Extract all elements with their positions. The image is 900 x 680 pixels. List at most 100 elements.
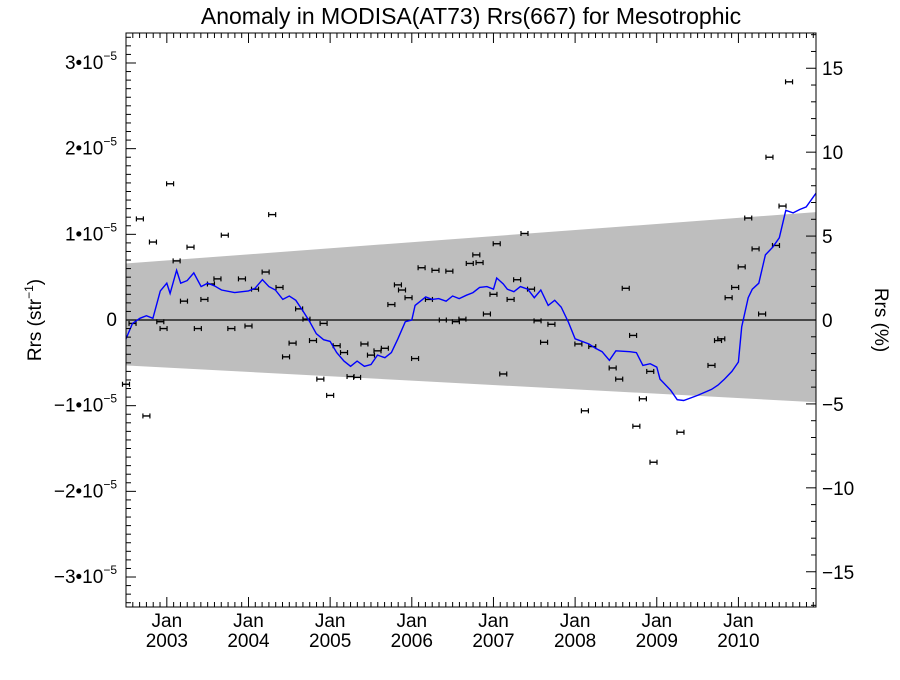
x-tick-label-year: 2009 (636, 631, 678, 652)
tick-mantissa: 0 (106, 310, 117, 331)
observation-point (615, 376, 624, 382)
observation-point (319, 320, 328, 326)
observation-point (288, 340, 297, 346)
observation-point (475, 260, 484, 266)
observation-point (580, 408, 590, 414)
observation-point (707, 362, 716, 368)
x-tick-label-month: Jan (723, 611, 754, 632)
y-axis-left-label: Rrs (str−1) (22, 279, 46, 361)
observation-point (472, 252, 481, 258)
observation-point (308, 338, 318, 344)
observation-point (628, 332, 638, 338)
observation-point (482, 311, 492, 317)
y-right-tick-label: 5 (822, 227, 833, 248)
y-right-tick-label: 10 (822, 143, 843, 164)
y-right-tick-label: 15 (822, 59, 843, 80)
y-left-tick-label: −2•10−5 (54, 477, 117, 502)
observation-point (649, 459, 658, 465)
y-left-tick-label: 1•10−5 (65, 220, 117, 245)
smoothed-anomaly-line (125, 192, 817, 402)
y-axis-right: 15 10 5 0 −5 −10 −15 (806, 34, 854, 606)
observation-point (410, 356, 420, 362)
observation-point (227, 326, 236, 332)
observation-point (751, 246, 760, 252)
observation-point (784, 79, 794, 85)
tick-mantissa: −1•10 (54, 396, 103, 417)
x-tick-label-year: 2006 (391, 631, 433, 652)
tick-exponent: −5 (103, 220, 117, 234)
x-tick-label-month: Jan (315, 611, 346, 632)
tick-mantissa: −3•10 (54, 567, 103, 588)
x-tick-label-year: 2010 (717, 631, 759, 652)
y-right-tick-label: −5 (822, 395, 844, 416)
observation-point (393, 282, 403, 288)
observation-point (244, 323, 253, 329)
observation-point (237, 276, 247, 282)
observation-point (744, 215, 753, 221)
observation-point (513, 277, 522, 283)
x-tick-label-year: 2007 (472, 631, 514, 652)
chart-title: Anomaly in MODISA(AT73) Rrs(667) for Mes… (201, 3, 741, 29)
observation-point (520, 230, 529, 236)
observation-point (417, 265, 426, 271)
observation-point (326, 392, 335, 398)
tick-exponent: −5 (103, 49, 117, 63)
observation-point (261, 269, 270, 275)
y-left-tick-label: −3•10−5 (54, 563, 117, 588)
observation-point (186, 244, 195, 250)
observation-point (724, 295, 733, 301)
y-right-tick-label: −10 (822, 479, 854, 500)
observation-point (445, 268, 454, 274)
tick-exponent: −5 (103, 477, 117, 491)
tick-mantissa: 1•10 (65, 224, 103, 245)
observation-point (539, 339, 549, 345)
observation-point (387, 302, 396, 308)
x-tick-label-year: 2004 (227, 631, 270, 652)
observation-point (506, 296, 515, 302)
observation-point (574, 341, 583, 347)
observation-point (492, 241, 501, 247)
observation-point (339, 350, 349, 356)
observation-point (438, 317, 447, 323)
observation-point (148, 239, 158, 245)
observation-point (765, 154, 774, 160)
observation-point (380, 345, 389, 351)
x-tick-label-year: 2003 (146, 631, 188, 652)
x-tick-label-year: 2008 (554, 631, 596, 652)
observation-point (179, 298, 189, 304)
y-left-tick-label: 2•10−5 (65, 135, 117, 160)
y-left-tick-label: −1•10−5 (54, 392, 117, 417)
observation-point (717, 336, 726, 342)
observation-point (220, 232, 229, 238)
x-tick-label-month: Jan (560, 611, 591, 632)
observation-points (121, 79, 794, 465)
y-right-tick-label: 0 (822, 311, 833, 332)
observation-point (778, 203, 787, 209)
observation-point (431, 267, 440, 273)
tick-mantissa: 3•10 (65, 53, 103, 74)
observation-point (200, 296, 209, 302)
observation-point (646, 368, 655, 374)
x-axis: Jan2003Jan2004Jan2005Jan2006Jan2007Jan20… (125, 33, 814, 652)
x-tick-label-year: 2005 (309, 631, 351, 652)
y-axis-right-label: Rrs (%) (870, 288, 891, 352)
x-tick-label-month: Jan (152, 611, 183, 632)
observation-point (172, 258, 181, 264)
observation-point (360, 341, 369, 347)
plot-area (121, 32, 817, 608)
observation-point (193, 326, 202, 332)
y-left-tick-label: 0 (106, 310, 117, 331)
tick-mantissa: 2•10 (65, 139, 103, 160)
y-axis-left: 3•10−52•10−51•10−50−1•10−5−2•10−5−3•10−5 (54, 36, 136, 604)
x-tick-label-month: Jan (641, 611, 672, 632)
tick-exponent: −5 (103, 392, 117, 406)
observation-point (159, 326, 168, 332)
observation-point (489, 291, 498, 297)
observation-point (621, 285, 630, 291)
observation-point (281, 354, 291, 360)
observation-point (135, 216, 144, 222)
observation-point (638, 396, 647, 402)
observation-point (316, 376, 325, 382)
